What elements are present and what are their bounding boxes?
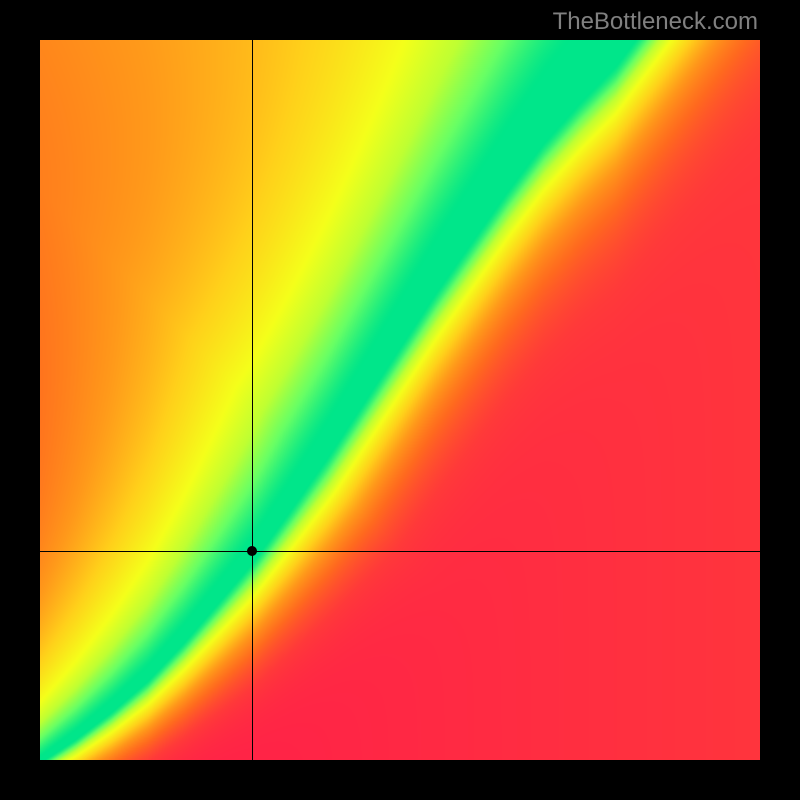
crosshair-vertical (252, 40, 253, 760)
heatmap-canvas (40, 40, 760, 760)
crosshair-horizontal (40, 551, 760, 552)
heatmap-plot (40, 40, 760, 760)
crosshair-marker (247, 546, 257, 556)
watermark-text: TheBottleneck.com (553, 8, 758, 36)
